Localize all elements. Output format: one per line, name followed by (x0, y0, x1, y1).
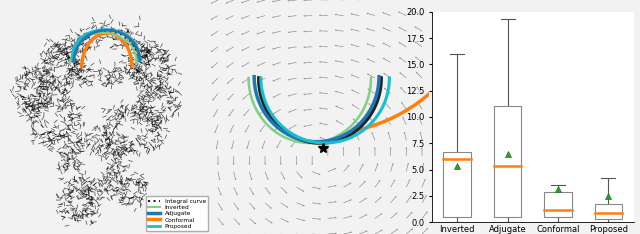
Legend: Integral curve, Inverted, Adjugate, Conformal, Proposed: Integral curve, Inverted, Adjugate, Conf… (146, 196, 208, 231)
Bar (595, 205, 622, 219)
Bar (493, 106, 522, 217)
Bar (444, 152, 471, 217)
Bar (544, 192, 572, 217)
